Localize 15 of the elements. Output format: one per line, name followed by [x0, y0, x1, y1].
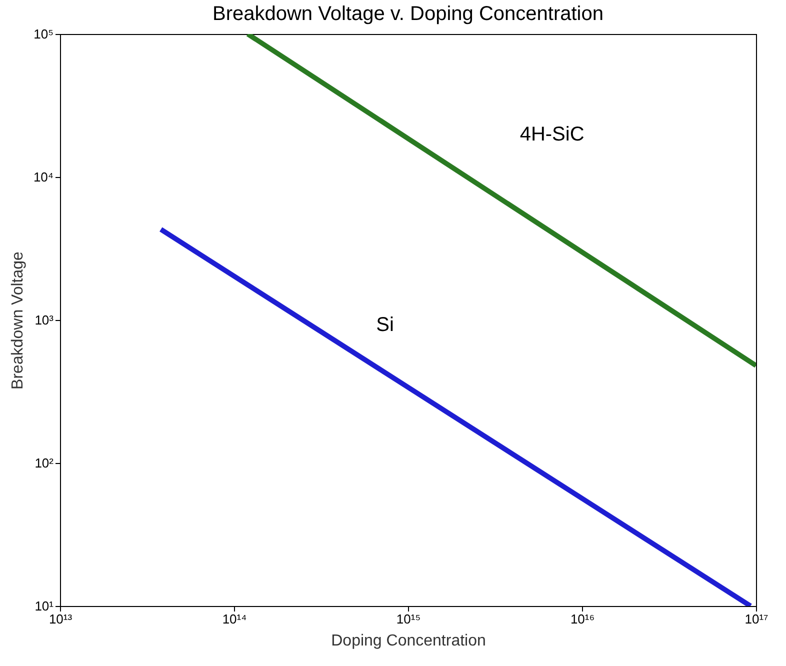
- series-label: Si: [376, 314, 394, 336]
- text: 4H-SiC: [520, 123, 584, 146]
- y-tick-label: 10³: [34, 312, 54, 328]
- y-axis-title: Breakdown Voltage: [9, 251, 26, 390]
- y-tick-label: 10⁵: [34, 26, 54, 42]
- y-tick-label: 10²: [34, 456, 54, 470]
- y-tick-label: 10¹: [34, 598, 54, 614]
- x-axis-title: Doping Concentration: [331, 632, 486, 650]
- x-tick-label: 10¹⁴: [222, 612, 247, 626]
- x-tick-label: 10¹³: [48, 612, 73, 626]
- x-tick-label: 10¹⁷: [744, 612, 769, 626]
- chart-title: Breakdown Voltage v. Doping Concentration: [212, 3, 604, 25]
- x-tick-label: 10¹⁵: [396, 612, 421, 626]
- y-tick-label: 10⁴: [33, 170, 54, 184]
- x-tick-label: 10¹⁶: [570, 612, 595, 626]
